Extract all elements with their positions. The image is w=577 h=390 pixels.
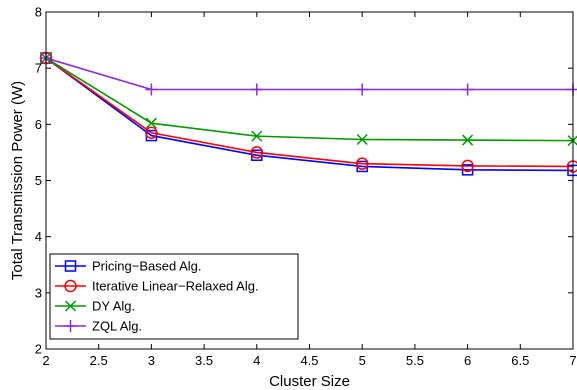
x-tick-label: 6.5	[511, 353, 529, 368]
y-tick-label: 2	[35, 342, 42, 357]
series-line-0	[45, 57, 574, 172]
legend-label: Iterative Linear−Relaxed Alg.	[92, 279, 259, 294]
x-tick-label: 3	[148, 353, 155, 368]
legend: Pricing−Based Alg. Iterative Linear−Relax…	[49, 253, 299, 340]
x-tick-label: 7	[569, 353, 576, 368]
y-axis-label: Total Transmission Power (W)	[9, 81, 26, 280]
data-point-2-3	[356, 133, 368, 146]
data-point-1-1	[145, 126, 158, 140]
data-point-2-2	[251, 130, 263, 142]
series-lines	[45, 57, 574, 172]
legend-item: DY Alg.	[55, 299, 135, 314]
x-tick-label: 2	[42, 353, 49, 368]
legend-label: ZQL Alg.	[92, 319, 142, 334]
data-point-1-3	[355, 157, 369, 170]
y-tick-label: 5	[35, 173, 42, 188]
data-point-0-4	[461, 164, 474, 176]
legend-marker	[64, 260, 77, 272]
y-tick-label: 6	[35, 117, 42, 132]
x-tick-label: 4.5	[300, 353, 318, 368]
series-line-1	[45, 57, 574, 168]
legend-marker	[64, 320, 77, 332]
series-line-2	[45, 57, 574, 142]
series-line-3	[45, 57, 573, 91]
plot-frame	[45, 11, 574, 350]
legend-item: ZQL Alg.	[55, 319, 142, 334]
x-tick-label: 3.5	[195, 353, 213, 368]
data-point-3-4	[461, 83, 474, 96]
y-tick-label: 3	[35, 285, 42, 300]
data-point-3-3	[356, 83, 369, 96]
legend-label: DY Alg.	[92, 299, 135, 314]
data-point-1-2	[250, 146, 264, 159]
data-point-2-1	[145, 117, 157, 129]
x-tick-label: 6	[464, 353, 471, 368]
x-axis-label: Cluster Size	[269, 373, 350, 390]
x-tick-label: 4	[253, 353, 260, 368]
axis-ticks: 2 2.5 3 3.5 4 4.5 5 5.5 6 6.5 7 2 3 4 5 6 7 8	[35, 5, 577, 369]
data-point-3-1	[145, 83, 158, 96]
legend-marker	[64, 300, 77, 312]
x-tick-label: 5	[359, 353, 366, 368]
legend-label: Pricing−Based Alg.	[92, 259, 201, 274]
x-tick-label: 5.5	[406, 353, 424, 368]
y-tick-label: 8	[35, 5, 42, 20]
legend-marker	[64, 279, 77, 293]
data-point-2-4	[462, 134, 474, 146]
data-point-3-2	[250, 83, 263, 96]
y-tick-label: 7	[35, 61, 42, 76]
data-point-1-4	[461, 159, 474, 173]
legend-box	[49, 253, 299, 340]
x-tick-label: 2.5	[90, 353, 108, 368]
legend-item: Iterative Linear−Relaxed Alg.	[55, 279, 259, 294]
legend-item: Pricing−Based Alg.	[55, 259, 201, 274]
y-tick-label: 4	[35, 229, 42, 244]
